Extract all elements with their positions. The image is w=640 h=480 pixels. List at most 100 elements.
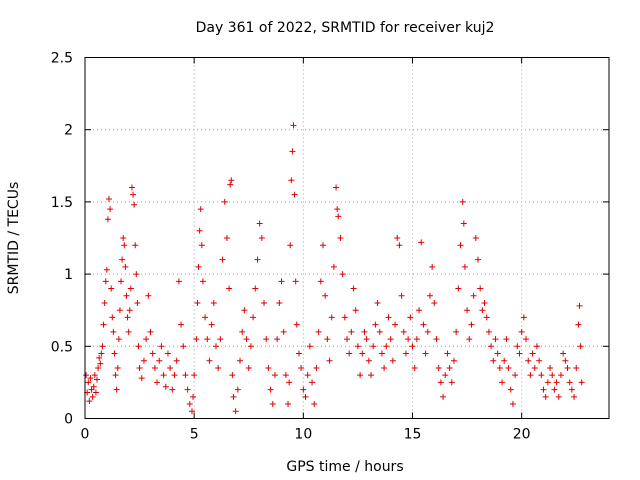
y-tick-label: 1 (64, 267, 73, 283)
data-point (361, 328, 368, 335)
data-point (398, 292, 405, 299)
data-point (418, 239, 425, 246)
data-point (440, 393, 447, 400)
data-point (100, 321, 107, 328)
data-point (348, 328, 355, 335)
data-point (464, 307, 471, 314)
data-point (119, 256, 126, 263)
data-point (396, 242, 403, 249)
data-point (113, 386, 120, 393)
data-point (229, 372, 236, 379)
data-point (413, 336, 420, 343)
data-point (383, 343, 390, 350)
data-point (422, 350, 429, 357)
data-point (494, 350, 501, 357)
x-axis-label: GPS time / hours (286, 459, 403, 475)
data-point (555, 393, 562, 400)
data-point (140, 357, 147, 364)
y-tick-label: 2.5 (51, 51, 73, 67)
data-point (499, 379, 506, 386)
data-point (352, 307, 359, 314)
data-point (523, 336, 530, 343)
data-point (122, 263, 129, 270)
data-point (509, 401, 516, 408)
data-point (459, 198, 466, 205)
data-point (131, 201, 138, 208)
data-point (130, 191, 137, 198)
data-point (525, 357, 532, 364)
data-point (444, 350, 451, 357)
data-point (531, 364, 538, 371)
data-point (164, 350, 171, 357)
data-point (217, 336, 224, 343)
data-point (110, 328, 117, 335)
data-point (278, 278, 285, 285)
data-point (376, 328, 383, 335)
data-point (446, 364, 453, 371)
axis-ticks: 0 5 10 15 20 0 0.5 1 1.5 2 2.5 (51, 51, 609, 443)
data-point (120, 235, 127, 241)
data-point (512, 372, 519, 379)
data-point (420, 321, 427, 328)
data-point (298, 364, 305, 371)
data-point (271, 372, 278, 379)
data-point (184, 386, 191, 393)
data-point (578, 379, 585, 386)
data-point (547, 364, 554, 371)
data-point (269, 401, 276, 408)
chart-title: Day 361 of 2022, SRMTID for receiver kuj… (196, 20, 495, 36)
data-point (190, 393, 197, 400)
data-point (577, 343, 584, 350)
data-point (95, 364, 102, 371)
data-point (533, 343, 540, 350)
data-point (125, 328, 132, 335)
data-point (540, 386, 547, 393)
data-point (287, 242, 294, 249)
data-point (118, 278, 125, 285)
data-point (322, 292, 329, 299)
data-point (359, 350, 366, 357)
data-point (202, 314, 209, 321)
data-point (324, 336, 331, 343)
data-point (368, 372, 375, 379)
data-point (394, 235, 401, 241)
data-point (143, 336, 150, 343)
data-point (374, 299, 381, 306)
data-point (102, 278, 109, 285)
data-point (288, 177, 295, 184)
data-point (126, 307, 133, 314)
data-point (475, 256, 481, 263)
data-point (518, 328, 525, 335)
data-point (363, 336, 370, 343)
data-point (457, 242, 464, 249)
data-point (505, 364, 512, 371)
data-point (101, 299, 108, 306)
data-point (381, 364, 388, 371)
data-point (154, 379, 161, 386)
data-point (280, 328, 287, 335)
data-point (485, 328, 492, 335)
data-point (302, 393, 309, 400)
data-point (527, 372, 534, 379)
data-point (311, 401, 318, 408)
data-point (562, 357, 569, 364)
data-point (560, 350, 567, 357)
data-point (206, 357, 213, 364)
data-points (83, 122, 585, 415)
data-point (171, 372, 178, 379)
data-point (123, 292, 130, 299)
data-point (267, 386, 274, 393)
data-point (319, 242, 326, 249)
data-point (182, 372, 189, 379)
data-point (90, 383, 97, 390)
data-point (400, 328, 407, 335)
data-point (254, 256, 261, 263)
data-point (136, 364, 143, 371)
data-point (365, 357, 372, 364)
data-point (109, 314, 116, 321)
data-point (335, 213, 342, 220)
data-point (156, 357, 163, 364)
data-point (256, 220, 263, 227)
data-point (149, 350, 156, 357)
data-point (265, 364, 272, 371)
